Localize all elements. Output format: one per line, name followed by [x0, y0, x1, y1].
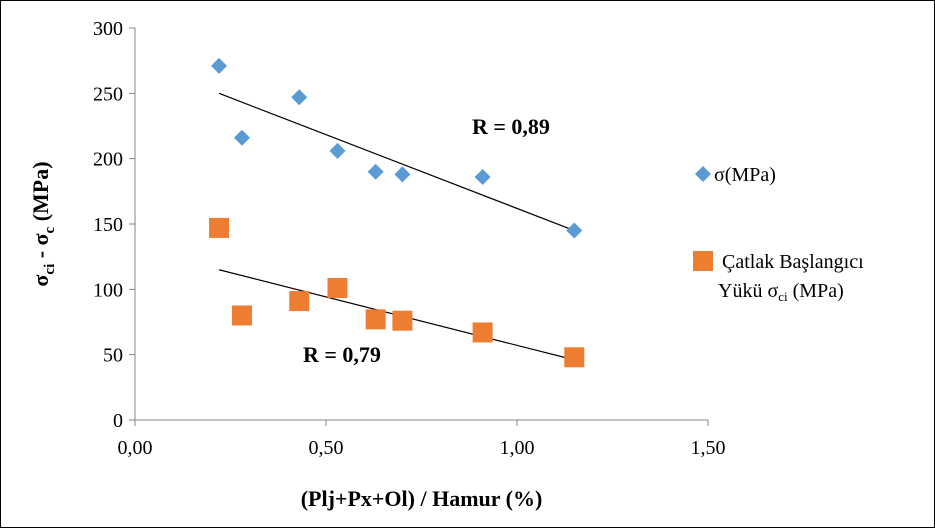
data-point-sigma-ci [564, 347, 585, 368]
legend-label-sigma-ci-line2: Yükü σci (MPa) [718, 280, 844, 304]
data-point-sigma [233, 129, 250, 146]
data-point-sigma [566, 222, 583, 239]
data-point-sigma-ci [327, 278, 348, 299]
axis-titles: (Plj+Px+Ol) / Hamur (%) σci - σc (MPa) [28, 161, 542, 511]
data-point-sigma-ci [231, 305, 252, 326]
data-point-sigma-ci [472, 322, 493, 343]
r-annotation-series-1: R = 0,89 [472, 114, 550, 139]
y-tick-label: 100 [93, 279, 123, 301]
data-point-sigma [329, 142, 346, 159]
annotations: R = 0,89 R = 0,79 [303, 114, 550, 367]
legend-label-sigma-ci-line1: Çatlak Başlangıcı [722, 251, 864, 273]
legend-label-sigma: σ(MPa) [714, 164, 776, 186]
legend-marker-sigma-ci [693, 251, 713, 271]
data-point-sigma [211, 57, 228, 74]
y-tick-label: 150 [93, 214, 123, 236]
y-tick-label: 200 [93, 149, 123, 171]
data-point-sigma [367, 163, 384, 180]
data-point-sigma [474, 168, 491, 185]
data-point-sigma-ci [289, 291, 310, 312]
legend: σ(MPa) Çatlak Başlangıcı Yükü σci (MPa) [693, 164, 864, 304]
data-point-sigma-ci [209, 217, 230, 238]
x-axis-title: (Plj+Px+Ol) / Hamur (%) [301, 486, 543, 511]
y-tick-label: 50 [103, 345, 123, 367]
x-tick-label: 0,50 [309, 437, 344, 459]
y-tick-label: 300 [93, 18, 123, 40]
data-point-sigma-ci [365, 309, 386, 330]
data-markers [209, 57, 585, 368]
legend-text-part: (MPa) [788, 280, 844, 302]
y-axis-title: σci - σc (MPa) [28, 161, 58, 286]
x-tick-label: 0,00 [118, 437, 153, 459]
y-axis-title-part: (MPa) [28, 161, 53, 226]
y-tick-label: 250 [93, 83, 123, 105]
legend-marker-sigma [695, 166, 711, 182]
legend-text-subscript: ci [778, 289, 788, 304]
legend-text-part: Yükü σ [718, 280, 778, 302]
y-axis-title-part: σ [28, 275, 53, 287]
data-point-sigma [291, 89, 308, 106]
x-tick-label: 1,00 [500, 437, 535, 459]
axes: 0 50 100 150 200 250 300 0,00 0,50 1,00 1,50 [93, 18, 726, 459]
y-axis-title-subscript: c [42, 226, 58, 233]
x-tick-label: 1,50 [691, 437, 726, 459]
data-point-sigma [394, 166, 411, 183]
y-tick-label: 0 [113, 410, 123, 432]
trendline-series-1 [218, 92, 575, 232]
r-annotation-series-2: R = 0,79 [303, 342, 381, 367]
data-point-sigma-ci [392, 310, 413, 331]
y-axis-title-subscript: ci [42, 264, 58, 275]
y-axis-title-part: - σ [28, 233, 53, 263]
